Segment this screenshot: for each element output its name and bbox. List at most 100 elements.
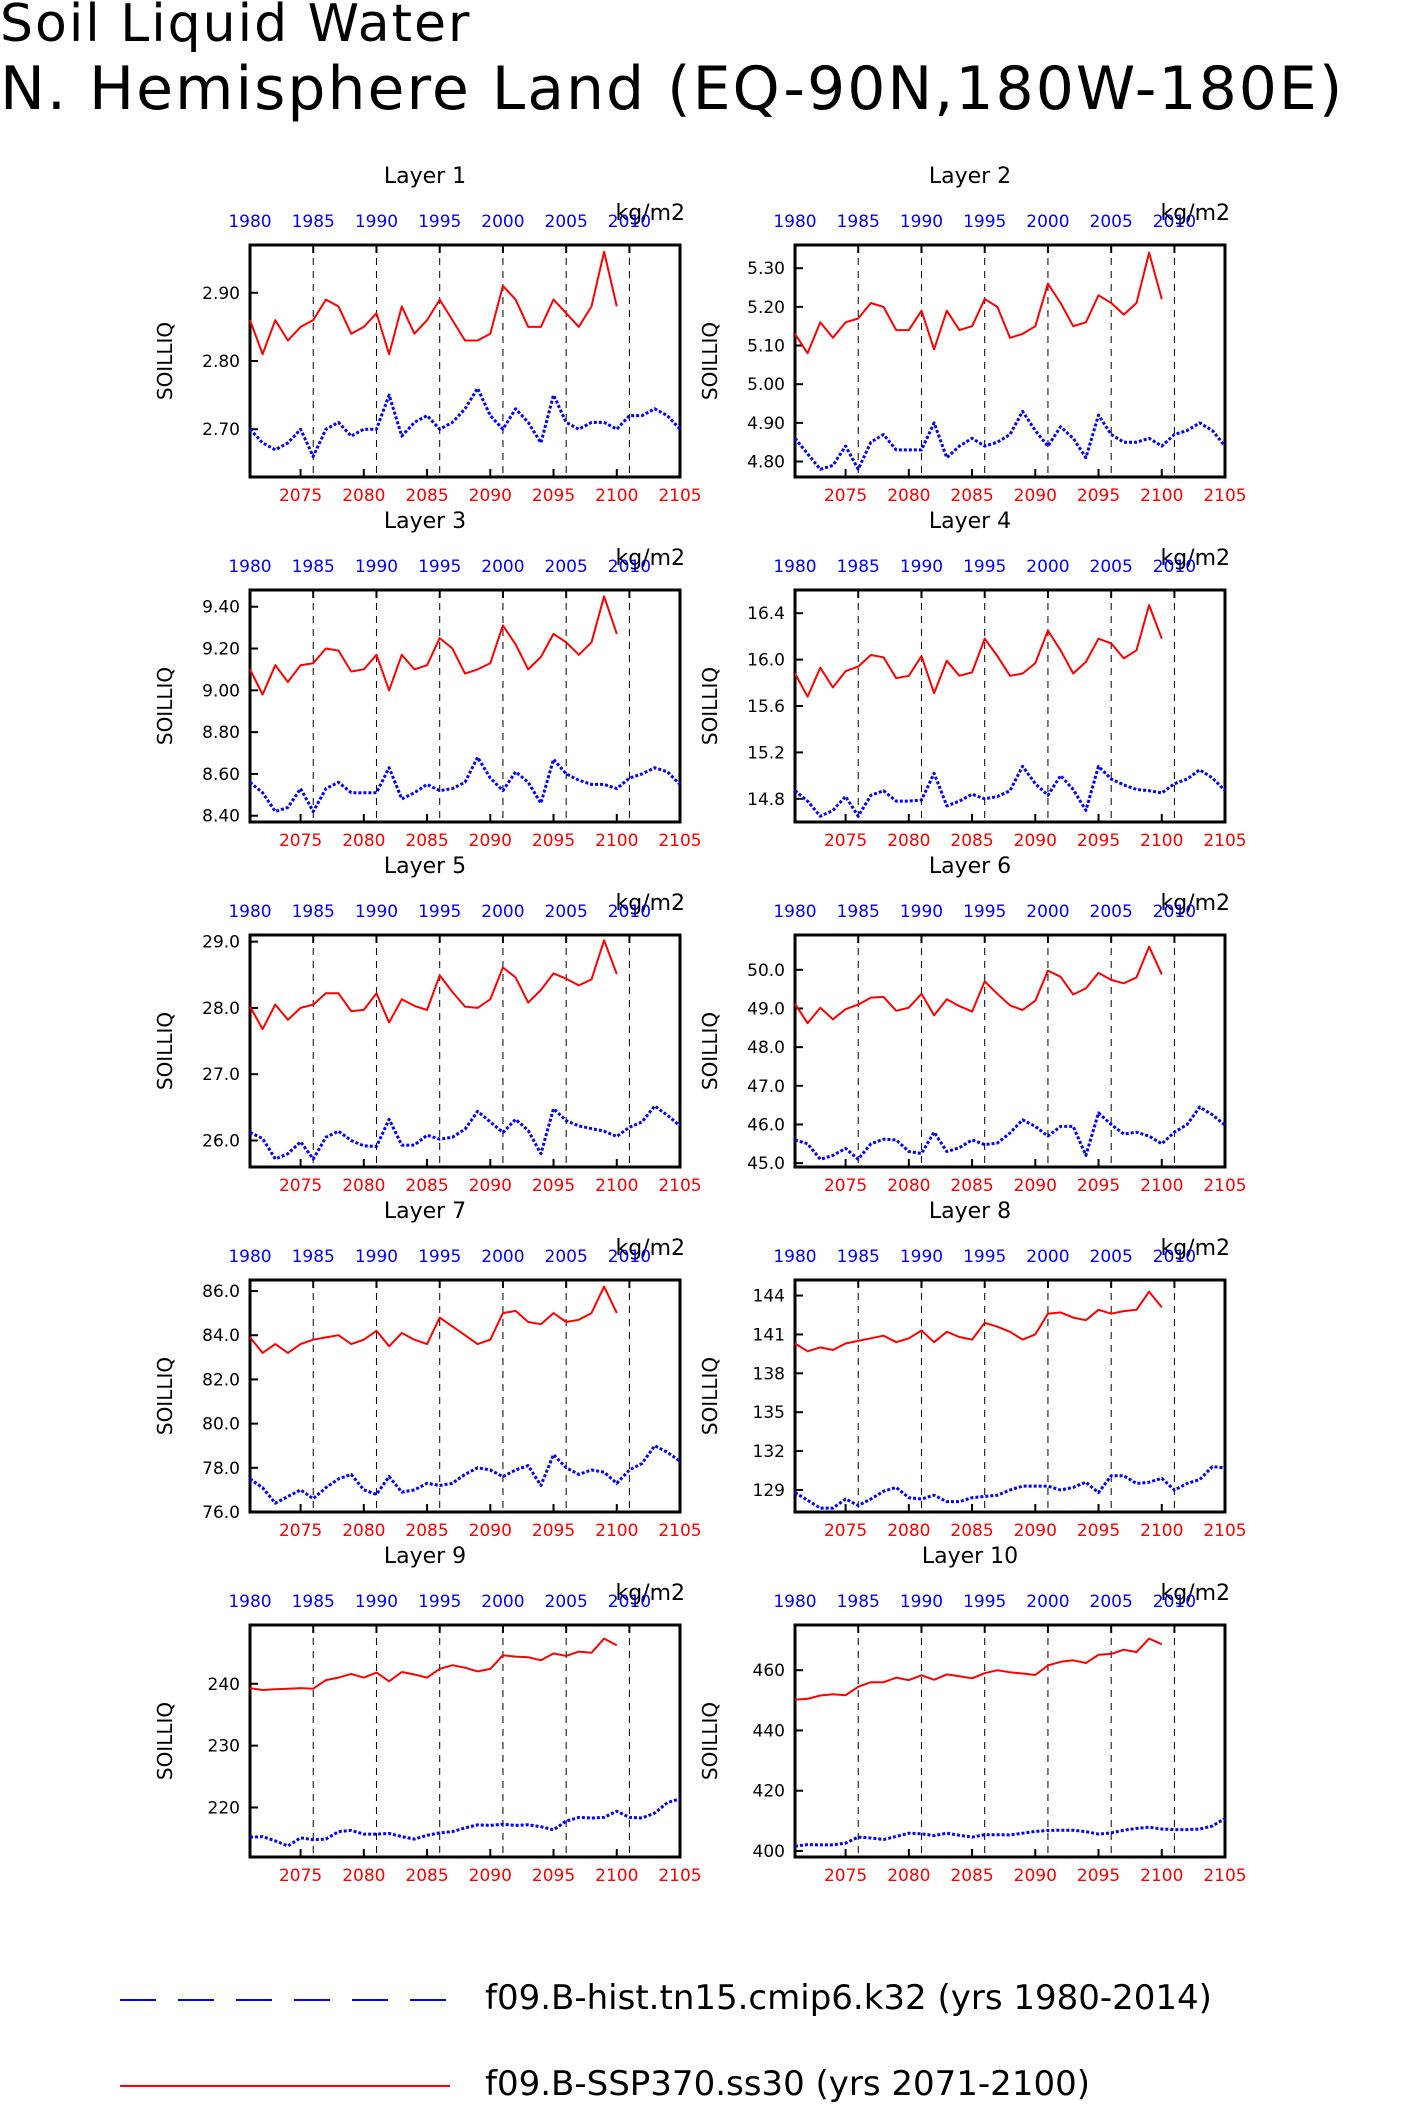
y-tick-label: 5.30 (747, 259, 785, 279)
top-tick-label: 1995 (418, 1247, 461, 1267)
series-line-future (249, 1285, 618, 1354)
top-tick-label: 2010 (1153, 1247, 1196, 1267)
top-tick-label: 2005 (545, 1592, 588, 1612)
bottom-tick-label: 2105 (658, 831, 701, 851)
panel-title: Layer 1 (384, 164, 466, 189)
series-line-future (249, 1637, 618, 1691)
bottom-tick-label: 2100 (595, 1866, 638, 1886)
y-tick-label: 26.0 (202, 1131, 240, 1151)
units-label: kg/m2 (1160, 891, 1230, 916)
top-tick-label: 2005 (545, 557, 588, 577)
bottom-tick-label: 2100 (1140, 1521, 1183, 1541)
top-tick-label: 2000 (1026, 902, 1069, 922)
chart-panel-2: Layer 2 kg/m2 SOILLIQ 1980 1985 1990 1995 2000 2… (698, 164, 1247, 506)
bottom-tick-label: 2080 (887, 1176, 930, 1196)
top-tick-label: 1980 (228, 902, 271, 922)
top-tick-label: 2005 (545, 902, 588, 922)
chart-panel-10: Layer 10 kg/m2 SOILLIQ 1980 1985 1990 1995 2000… (698, 1544, 1247, 1886)
panel-title: Layer 7 (384, 1199, 466, 1224)
panel-title: Layer 8 (929, 1199, 1011, 1224)
bottom-tick-label: 2095 (532, 486, 575, 506)
series-line-hist (794, 1817, 1226, 1848)
bottom-tick-label: 2100 (1140, 1176, 1183, 1196)
top-tick-label: 1990 (900, 1592, 943, 1612)
y-tick-label: 45.0 (747, 1154, 785, 1174)
series-line-future (249, 939, 618, 1031)
panel-title: Layer 3 (384, 509, 466, 534)
series-line-hist (794, 764, 1227, 818)
series-line-hist (794, 1465, 1226, 1510)
plot-frame (793, 588, 1227, 824)
top-tick-label: 1980 (228, 212, 271, 232)
panel-title: Layer 5 (384, 854, 466, 879)
y-tick-label: 5.00 (747, 375, 785, 395)
y-tick-label: 82.0 (202, 1370, 240, 1390)
y-tick-label: 15.6 (747, 697, 785, 717)
top-tick-label: 2010 (1153, 557, 1196, 577)
y-axis-label: SOILLIQ (698, 1702, 722, 1780)
bottom-tick-label: 2095 (1077, 1866, 1120, 1886)
top-tick-label: 2000 (481, 1247, 524, 1267)
bottom-tick-label: 2085 (950, 1866, 993, 1886)
series-line-hist (249, 755, 682, 813)
y-tick-label: 27.0 (202, 1065, 240, 1085)
y-axis-label: SOILLIQ (153, 1357, 177, 1435)
top-tick-label: 2000 (1026, 1592, 1069, 1612)
figure-title: Soil Liquid Water (0, 0, 472, 54)
top-tick-label: 1985 (837, 212, 880, 232)
bottom-tick-label: 2090 (469, 486, 512, 506)
figure-subtitle: N. Hemisphere Land (EQ-90N,180W-180E) (0, 54, 1345, 124)
top-tick-label: 1990 (900, 212, 943, 232)
top-tick-label: 2005 (545, 212, 588, 232)
series-line-future (249, 250, 618, 356)
y-tick-label: 47.0 (747, 1077, 785, 1097)
bottom-tick-label: 2075 (824, 486, 867, 506)
units-label: kg/m2 (1160, 1581, 1230, 1606)
chart-panel-7: Layer 7 kg/m2 SOILLIQ 1980 1985 1990 1995 2000 2… (153, 1199, 702, 1541)
bottom-tick-label: 2080 (887, 1866, 930, 1886)
y-tick-label: 29.0 (202, 933, 240, 953)
legend-label-hist: f09.B-hist.tn15.cmip6.k32 (yrs 1980-2014… (485, 1978, 1212, 2018)
y-tick-label: 46.0 (747, 1115, 785, 1135)
bottom-tick-label: 2105 (658, 1521, 701, 1541)
bottom-tick-label: 2090 (469, 1176, 512, 1196)
bottom-tick-label: 2105 (1203, 486, 1246, 506)
chart-panel-6: Layer 6 kg/m2 SOILLIQ 1980 1985 1990 1995 2000 2… (698, 854, 1247, 1196)
legend-line-hist (120, 1999, 450, 2001)
y-axis-label: SOILLIQ (153, 667, 177, 745)
y-axis-label: SOILLIQ (153, 1012, 177, 1090)
plot-frame (793, 933, 1227, 1169)
top-tick-label: 1980 (773, 902, 816, 922)
top-tick-label: 1980 (773, 1592, 816, 1612)
legend-line-future (120, 2085, 450, 2087)
y-tick-label: 15.2 (747, 743, 785, 763)
bottom-tick-label: 2105 (1203, 831, 1246, 851)
top-tick-label: 2005 (1090, 1592, 1133, 1612)
y-tick-label: 135 (753, 1403, 785, 1423)
y-tick-label: 420 (753, 1782, 785, 1802)
top-tick-label: 2005 (1090, 212, 1133, 232)
bottom-tick-label: 2085 (405, 1176, 448, 1196)
y-tick-label: 9.00 (202, 681, 240, 701)
panel-title: Layer 6 (929, 854, 1011, 879)
top-tick-label: 2010 (1153, 212, 1196, 232)
top-tick-label: 2000 (1026, 557, 1069, 577)
y-tick-label: 80.0 (202, 1415, 240, 1435)
y-tick-label: 400 (753, 1842, 785, 1862)
y-tick-label: 141 (753, 1325, 785, 1345)
y-tick-label: 2.90 (202, 284, 240, 304)
top-tick-label: 1985 (837, 902, 880, 922)
series-line-hist (248, 386, 682, 458)
top-tick-label: 2000 (1026, 212, 1069, 232)
bottom-tick-label: 2085 (405, 1521, 448, 1541)
bottom-tick-label: 2095 (532, 831, 575, 851)
top-tick-label: 1985 (837, 557, 880, 577)
bottom-tick-label: 2080 (342, 831, 385, 851)
panel-title: Layer 10 (922, 1544, 1018, 1569)
bottom-tick-label: 2075 (279, 831, 322, 851)
bottom-tick-label: 2075 (824, 1176, 867, 1196)
plot-frame (248, 588, 682, 824)
top-tick-label: 1985 (292, 212, 335, 232)
bottom-tick-label: 2080 (887, 831, 930, 851)
